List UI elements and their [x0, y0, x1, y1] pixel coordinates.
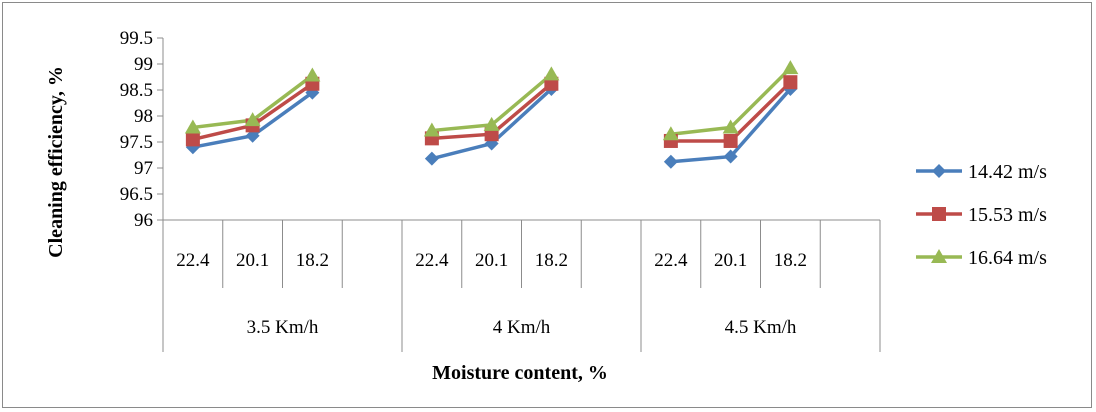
data-point-series-3 — [543, 66, 560, 81]
legend-label: 15.53 m/s — [968, 204, 1047, 226]
y-axis-title: Cleaning efficiency, % — [45, 66, 67, 258]
data-point-series-3 — [304, 67, 321, 82]
data-point-series-3 — [423, 122, 440, 137]
x-category-label: 18.2 — [535, 250, 568, 271]
y-tick-label: 99 — [134, 54, 153, 75]
data-point-series-2 — [783, 75, 798, 90]
y-tick-label: 98.5 — [120, 80, 153, 101]
x-category-label: 18.2 — [296, 250, 329, 271]
data-point-series-1 — [663, 154, 678, 169]
data-point-series-2 — [723, 133, 738, 148]
x-group-label: 4 Km/h — [493, 317, 551, 338]
x-group-label: 3.5 Km/h — [247, 317, 319, 338]
legend-marker — [932, 207, 946, 221]
x-category-label: 18.2 — [774, 250, 807, 271]
data-point-series-3 — [184, 119, 201, 134]
y-tick-label: 97.5 — [120, 132, 153, 153]
x-category-label: 20.1 — [714, 250, 747, 271]
y-tick-label: 96.5 — [120, 184, 153, 205]
x-category-label: 22.4 — [415, 250, 449, 271]
legend-label: 16.64 m/s — [968, 247, 1047, 269]
legend-marker — [931, 249, 947, 263]
data-point-series-3 — [662, 126, 679, 141]
y-tick-label: 96 — [134, 210, 153, 231]
data-point-series-3 — [483, 116, 500, 131]
data-point-series-1 — [424, 151, 439, 166]
data-point-series-1 — [723, 149, 738, 164]
data-point-series-2 — [185, 132, 200, 147]
y-tick-label: 97 — [134, 158, 153, 179]
data-point-series-3 — [244, 112, 261, 127]
y-tick-label: 99.5 — [120, 28, 153, 49]
x-group-label: 4.5 Km/h — [725, 317, 797, 338]
legend-label: 14.42 m/s — [968, 161, 1047, 183]
x-category-label: 22.4 — [176, 250, 210, 271]
legend-marker — [932, 164, 946, 178]
data-point-series-3 — [782, 60, 799, 75]
x-axis-title: Moisture content, % — [432, 362, 608, 384]
x-category-label: 20.1 — [475, 250, 508, 271]
y-tick-label: 98 — [134, 106, 153, 127]
data-point-series-3 — [722, 119, 739, 134]
x-category-label: 22.4 — [654, 250, 688, 271]
x-category-label: 20.1 — [236, 250, 269, 271]
